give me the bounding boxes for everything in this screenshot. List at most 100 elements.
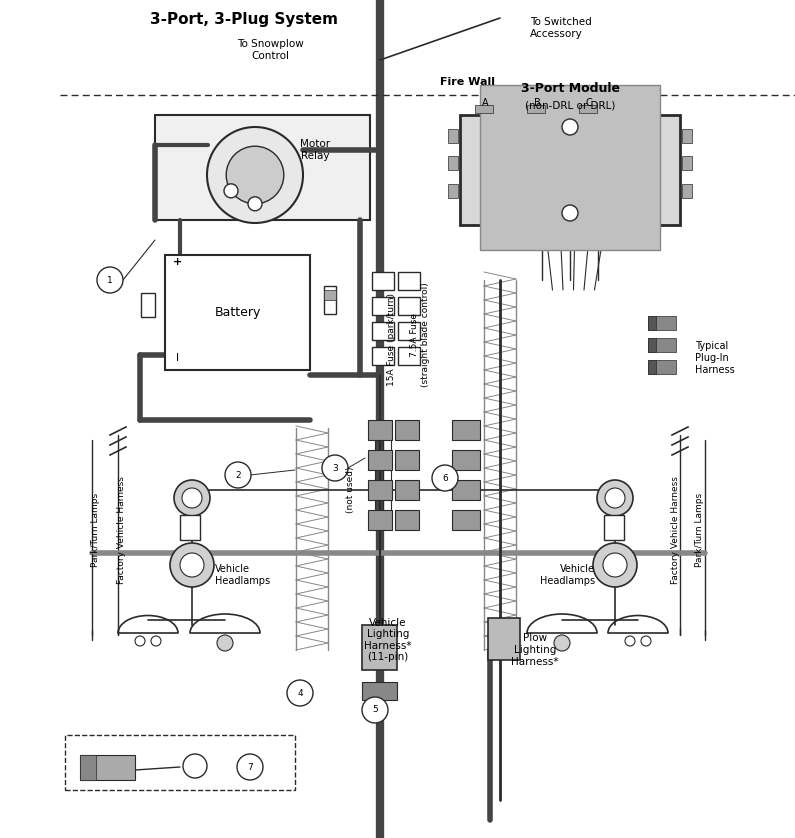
Circle shape: [562, 205, 578, 221]
Bar: [682, 128, 692, 142]
Text: 6: 6: [442, 473, 448, 483]
Text: Vehicle
Headlamps: Vehicle Headlamps: [215, 564, 270, 586]
Bar: [682, 184, 692, 198]
Text: A: A: [482, 98, 488, 108]
Bar: [372, 322, 394, 340]
Circle shape: [207, 127, 303, 223]
Bar: [368, 480, 392, 500]
Circle shape: [554, 635, 570, 651]
Circle shape: [135, 636, 145, 646]
Text: 7.5A Fuse
(straight blade control): 7.5A Fuse (straight blade control): [410, 282, 430, 387]
Bar: [155, 115, 370, 220]
Circle shape: [183, 754, 207, 778]
Bar: [579, 105, 597, 113]
Bar: [488, 618, 520, 660]
Circle shape: [287, 680, 313, 706]
Text: Battery: Battery: [215, 306, 261, 319]
Bar: [452, 450, 480, 470]
Bar: [452, 420, 480, 440]
Bar: [648, 338, 676, 352]
Bar: [448, 184, 458, 198]
Bar: [395, 480, 419, 500]
Text: B: B: [533, 98, 541, 108]
Bar: [448, 128, 458, 142]
Bar: [180, 515, 200, 540]
Circle shape: [97, 267, 123, 293]
Bar: [648, 360, 656, 374]
Bar: [682, 156, 692, 170]
Circle shape: [625, 636, 635, 646]
Text: (not used): (not used): [346, 467, 355, 513]
Bar: [395, 420, 419, 440]
Bar: [362, 625, 397, 670]
Bar: [398, 297, 420, 315]
Bar: [460, 115, 680, 225]
Text: Fire Wall: Fire Wall: [440, 77, 495, 87]
Text: 3-Port Module: 3-Port Module: [521, 81, 619, 95]
Bar: [648, 360, 676, 374]
Bar: [368, 510, 392, 530]
Bar: [398, 347, 420, 365]
Bar: [398, 322, 420, 340]
Text: C: C: [586, 98, 592, 108]
Circle shape: [217, 635, 233, 651]
Circle shape: [562, 119, 578, 135]
Text: (non-DRL or DRL): (non-DRL or DRL): [525, 100, 615, 110]
Bar: [395, 510, 419, 530]
Bar: [165, 255, 310, 370]
Bar: [368, 450, 392, 470]
Text: Factory Vehicle Harness: Factory Vehicle Harness: [118, 476, 126, 584]
Bar: [372, 297, 394, 315]
Circle shape: [593, 543, 637, 587]
Text: Typical
Plug-In
Harness: Typical Plug-In Harness: [695, 341, 735, 375]
Bar: [395, 450, 419, 470]
Text: 1: 1: [107, 276, 113, 284]
Bar: [475, 105, 493, 113]
Bar: [372, 272, 394, 290]
Circle shape: [605, 488, 625, 508]
Text: Vehicle
Lighting
Harness*
(11-pin): Vehicle Lighting Harness* (11-pin): [364, 618, 412, 662]
Bar: [480, 85, 660, 250]
Text: Factory Vehicle Harness: Factory Vehicle Harness: [670, 476, 680, 584]
Circle shape: [174, 480, 210, 516]
Text: Park/Turn Lamps: Park/Turn Lamps: [696, 493, 704, 567]
Text: 3: 3: [332, 463, 338, 473]
Text: 5: 5: [372, 706, 378, 715]
Circle shape: [170, 543, 214, 587]
Circle shape: [322, 455, 348, 481]
Text: Park/Turn Lamps: Park/Turn Lamps: [91, 493, 99, 567]
Bar: [604, 515, 624, 540]
Bar: [362, 682, 397, 700]
Bar: [80, 755, 135, 780]
Bar: [648, 316, 676, 330]
Circle shape: [227, 146, 284, 204]
Bar: [141, 293, 155, 317]
Bar: [372, 347, 394, 365]
Bar: [452, 510, 480, 530]
Circle shape: [225, 462, 251, 488]
Text: To Snowplow
Control: To Snowplow Control: [237, 39, 304, 61]
Bar: [368, 420, 392, 440]
Text: Vehicle
Headlamps: Vehicle Headlamps: [540, 564, 595, 586]
Circle shape: [224, 184, 238, 198]
Circle shape: [237, 754, 263, 780]
Bar: [324, 286, 336, 314]
Circle shape: [641, 636, 651, 646]
Circle shape: [432, 465, 458, 491]
Circle shape: [362, 697, 388, 723]
Bar: [398, 272, 420, 290]
Circle shape: [597, 480, 633, 516]
Text: Motor
Relay: Motor Relay: [300, 139, 330, 161]
Bar: [324, 290, 336, 300]
Bar: [448, 156, 458, 170]
Text: 15A Fuse (park/turn): 15A Fuse (park/turn): [387, 293, 397, 386]
Bar: [80, 755, 96, 780]
Text: 7: 7: [247, 763, 253, 772]
Bar: [648, 316, 656, 330]
Text: 4: 4: [297, 689, 303, 697]
Bar: [527, 105, 545, 113]
Circle shape: [151, 636, 161, 646]
Circle shape: [603, 553, 627, 577]
Text: 3-Port, 3-Plug System: 3-Port, 3-Plug System: [150, 12, 338, 27]
Text: 2: 2: [235, 470, 241, 479]
